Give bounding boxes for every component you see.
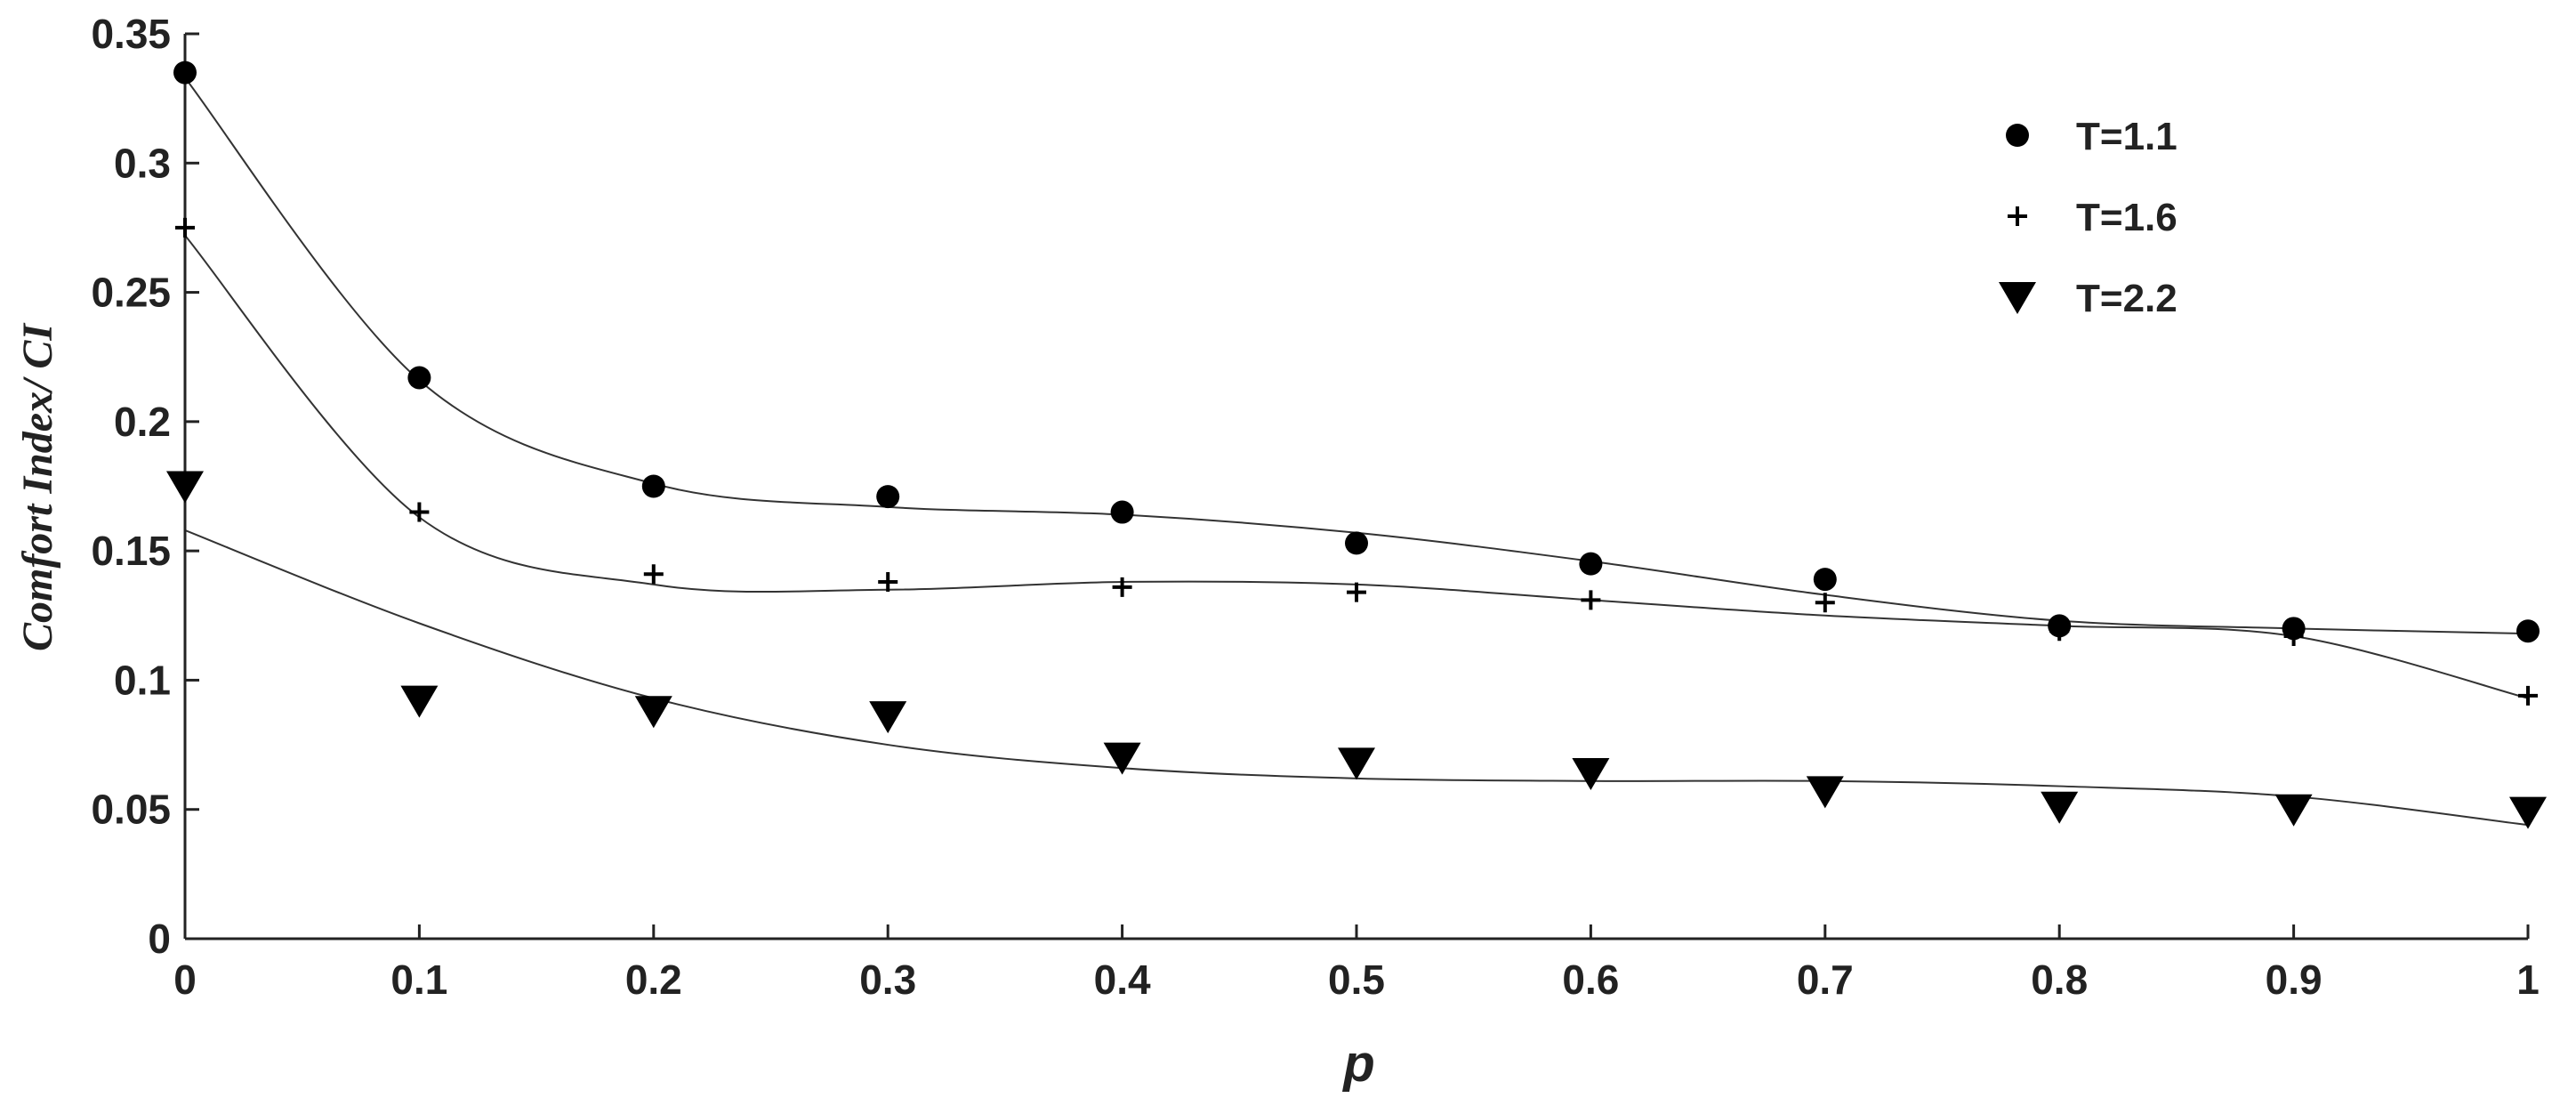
fit-line-1 — [184, 235, 2529, 699]
x-tick-label: 0.5 — [1328, 957, 1385, 1003]
data-point-series-1 — [1815, 593, 1835, 613]
y-axis-label: Comfort Index/ CI — [14, 322, 61, 651]
data-point-series-2 — [2509, 796, 2547, 829]
x-tick-label: 0.9 — [2266, 957, 2322, 1003]
x-tick-label: 0.4 — [1094, 957, 1151, 1003]
legend-label: T=1.1 — [2076, 115, 2178, 158]
data-point-series-2 — [1806, 776, 1844, 809]
y-tick-label: 0.3 — [114, 140, 171, 186]
data-point-series-1 — [1581, 590, 1601, 610]
data-point-series-0 — [1579, 552, 1603, 576]
data-point-series-1 — [2518, 685, 2538, 706]
data-point-series-1 — [2049, 621, 2070, 642]
data-point-series-0 — [1813, 568, 1837, 592]
fit-line-2 — [184, 529, 2529, 827]
data-point-series-0 — [876, 485, 900, 509]
x-axis-label: p — [1341, 1035, 1374, 1093]
data-point-series-0 — [1110, 500, 1134, 524]
data-point-series-0 — [173, 61, 197, 85]
data-point-series-1 — [2283, 626, 2304, 647]
legend-marker — [1999, 282, 2036, 314]
axes — [183, 34, 2528, 940]
data-point-series-0 — [1345, 531, 1368, 555]
fit-line-0 — [184, 77, 2529, 635]
y-tick-label: 0 — [148, 916, 171, 962]
data-point-series-0 — [2516, 619, 2540, 643]
x-tick-label: 0.7 — [1797, 957, 1854, 1003]
data-point-series-1 — [643, 564, 664, 585]
x-tick-label: 0.2 — [625, 957, 682, 1003]
x-tick-label: 0.6 — [1562, 957, 1619, 1003]
data-point-series-1 — [175, 217, 195, 238]
data-point-series-2 — [400, 685, 439, 718]
x-ticks: 0 0.1 0.2 0.3 0.4 0.5 0.6 0.7 0.8 0.9 1 — [173, 924, 2540, 1003]
y-tick-label: 0.25 — [91, 270, 171, 316]
y-ticks: 0 0.05 0.1 0.15 0.2 0.25 0.3 0.35 — [91, 11, 199, 962]
x-tick-label: 0.8 — [2031, 957, 2088, 1003]
data-point-series-0 — [407, 366, 431, 390]
legend-label: T=2.2 — [2076, 277, 2178, 320]
data-point-series-1 — [1347, 582, 1366, 602]
data-point-series-1 — [878, 572, 898, 593]
data-point-series-2 — [1103, 742, 1141, 775]
data-point-series-1 — [409, 502, 430, 522]
y-tick-label: 0.05 — [91, 787, 171, 833]
data-point-series-2 — [1338, 747, 1375, 780]
legend-marker — [2008, 206, 2027, 226]
data-point-series-2 — [2041, 791, 2079, 824]
y-tick-label: 0.1 — [114, 657, 171, 703]
y-tick-label: 0.2 — [114, 399, 171, 445]
x-tick-label: 0.3 — [859, 957, 916, 1003]
data-point-series-0 — [641, 474, 665, 498]
data-point-series-1 — [1112, 577, 1132, 597]
markers — [166, 61, 2547, 829]
y-tick-label: 0.35 — [91, 11, 171, 57]
legend-label: T=1.6 — [2076, 196, 2178, 239]
data-point-series-2 — [869, 701, 907, 734]
y-tick-label: 0.15 — [91, 528, 171, 574]
x-tick-label: 0 — [173, 957, 197, 1003]
legend: T=1.1 T=1.6 T=2.2 — [1999, 115, 2178, 320]
legend-marker — [2006, 124, 2029, 147]
fit-lines — [184, 77, 2529, 827]
data-point-series-2 — [2274, 794, 2313, 827]
x-tick-label: 1 — [2516, 957, 2540, 1003]
data-point-series-2 — [1572, 758, 1610, 791]
x-tick-label: 0.1 — [390, 957, 447, 1003]
data-point-series-2 — [634, 696, 672, 729]
data-point-series-2 — [166, 471, 204, 504]
